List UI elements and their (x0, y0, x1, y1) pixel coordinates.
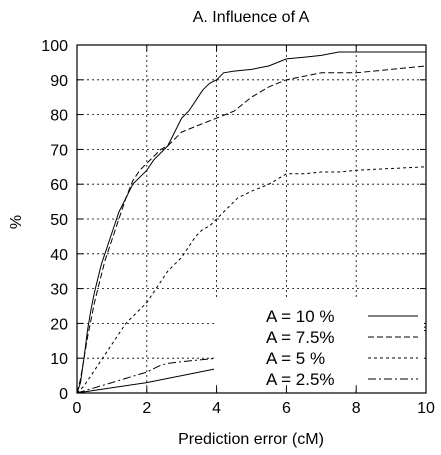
legend-label: A = 10 % (266, 307, 335, 326)
x-tick-label: 4 (212, 400, 221, 417)
y-tick-label: 100 (41, 38, 68, 55)
y-tick-label: 40 (50, 247, 68, 264)
x-tick-label: 10 (417, 400, 435, 417)
legend-label: A = 2.5% (266, 370, 335, 389)
legend-background (214, 298, 424, 384)
legend: A = 10 % A = 7.5% A = 5 % A = 2.5% (214, 298, 424, 389)
y-tick-label: 20 (50, 316, 68, 333)
y-tick-label: 80 (50, 108, 68, 125)
x-tick-label: 2 (142, 400, 151, 417)
x-tick-label: 8 (352, 400, 361, 417)
y-tick-label: 50 (50, 212, 68, 229)
x-tick-labels: 0 2 4 6 8 10 (73, 400, 435, 417)
legend-label: A = 7.5% (266, 328, 335, 347)
series-line-1 (76, 51, 426, 394)
y-tick-labels: 0 10 20 30 40 50 60 70 80 90 100 (41, 38, 68, 403)
y-tick-label: 60 (50, 177, 68, 194)
y-tick-label: 30 (50, 282, 68, 299)
chart-title: A. Influence of A (193, 9, 310, 26)
y-tick-label: 10 (50, 351, 68, 368)
legend-label: A = 5 % (266, 349, 325, 368)
series-line-3 (76, 166, 427, 394)
x-axis-label: Prediction error (cM) (178, 431, 324, 448)
x-tick-label: 0 (73, 400, 82, 417)
y-tick-label: 70 (50, 142, 68, 159)
y-tick-label: 90 (50, 73, 68, 90)
y-tick-label: 0 (59, 386, 68, 403)
plot-frame (76, 44, 427, 394)
series-line-2 (76, 65, 427, 394)
y-axis-label: % (8, 215, 25, 229)
x-tick-label: 6 (282, 400, 291, 417)
